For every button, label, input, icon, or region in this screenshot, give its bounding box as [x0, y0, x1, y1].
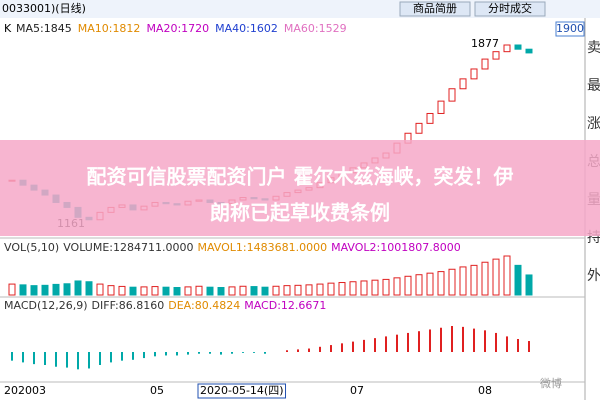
volume-bar: [382, 278, 390, 296]
volume-bar: [228, 286, 236, 296]
volume-bar: [415, 274, 423, 296]
volume-bar: [195, 285, 203, 296]
legend-item: MA20:1720: [146, 22, 209, 35]
candle: [481, 58, 489, 70]
volume-bar: [404, 275, 412, 296]
volume-bar: [118, 285, 126, 296]
price-box: [555, 21, 585, 37]
volume-bar: [184, 286, 192, 296]
volume-bar: [525, 274, 533, 296]
volume-bar: [206, 286, 214, 296]
legend-item: MA10:1812: [78, 22, 141, 35]
volume-bar: [162, 286, 170, 296]
volume-bar: [96, 283, 104, 296]
volume-bar: [140, 286, 148, 296]
volume-bar: [316, 283, 324, 296]
volume-bar: [371, 279, 379, 296]
volume-bar: [30, 285, 38, 296]
volume-bar: [481, 261, 489, 296]
vol-legend: MAVOL2:1001807.8000: [331, 241, 461, 254]
watermark: 微博: [540, 376, 562, 390]
volume-bar: [492, 258, 500, 296]
volume-bar: [151, 286, 159, 296]
volume-bar: [437, 271, 445, 296]
volume-bar: [360, 280, 368, 296]
volume-bar: [74, 280, 82, 296]
candle: [448, 88, 456, 102]
x-label: 2020-05-14(四): [200, 384, 284, 397]
side-label: 最: [587, 78, 600, 94]
volume-bar: [349, 281, 357, 296]
volume-bar: [272, 285, 280, 296]
vol-legend: MAVOL1:1483681.0000: [197, 241, 327, 254]
price-box-value: 1900: [556, 22, 584, 35]
banner: [0, 140, 600, 236]
volume-bar: [338, 282, 346, 296]
volume-bar: [217, 287, 225, 296]
legend-item: MA60:1529: [284, 22, 347, 35]
tab[interactable]: [399, 1, 471, 17]
volume-bar: [283, 285, 291, 296]
candle: [415, 122, 423, 134]
side-label: 外: [587, 268, 600, 284]
volume-bar: [514, 264, 522, 296]
vol-legend: VOLUME:1284711.0000: [63, 241, 193, 254]
volume-bar: [327, 282, 335, 296]
stock-code: 0033001)(日线): [2, 1, 86, 15]
candle: [514, 44, 522, 50]
tab-label[interactable]: 分时成交: [488, 1, 532, 15]
volume-bar: [393, 277, 401, 296]
volume-bar: [294, 284, 302, 296]
volume-bar: [426, 272, 434, 296]
vol-legend: VOL(5,10): [4, 241, 59, 254]
side-label: 卖: [587, 40, 600, 56]
volume-bar: [470, 264, 478, 296]
volume-bar: [41, 284, 49, 296]
ma-legend: K MA5:1845 MA10:1812 MA20:1720 MA40:1602 MA60…: [4, 22, 347, 35]
volume-bar: [448, 268, 456, 296]
volume-bar: [250, 286, 258, 296]
legend-label: K: [4, 22, 12, 35]
volume-bar: [239, 285, 247, 296]
volume-bar: [19, 284, 27, 296]
x-label: 05: [150, 384, 164, 397]
banner-text: 朗称已起草收费条例: [210, 201, 390, 225]
tab-label[interactable]: 商品简册: [413, 1, 457, 15]
legend-item: MA40:1602: [215, 22, 278, 35]
volume-bar: [129, 286, 137, 296]
macd-legend: MACD(12,26,9): [4, 299, 88, 312]
volume-bar: [503, 255, 511, 296]
high-marker: 1877: [471, 37, 499, 50]
volume-bar: [107, 285, 115, 296]
candle: [426, 112, 434, 124]
banner-text: 配资可信股票配资门户 霍尔木兹海峡，突发！伊: [87, 165, 514, 189]
volume-bar: [8, 283, 16, 296]
legend-item: MA5:1845: [16, 22, 72, 35]
candle: [437, 100, 445, 114]
side-label: 涨: [587, 116, 600, 132]
date-highlight: [197, 383, 287, 399]
candle: [470, 68, 478, 80]
macd-legend: DEA:80.4824: [168, 299, 240, 312]
x-label: 07: [350, 384, 364, 397]
candle: [503, 44, 511, 53]
x-label: 08: [478, 384, 492, 397]
volume-bar: [63, 283, 71, 296]
volume-bar: [459, 266, 467, 296]
x-label: 202003: [4, 384, 46, 397]
macd-legend: DIFF:86.8160: [92, 299, 165, 312]
candle: [492, 51, 500, 60]
volume-bar: [173, 287, 181, 296]
candle: [525, 48, 533, 54]
tab[interactable]: [474, 1, 546, 17]
volume-bar: [261, 286, 269, 296]
candle: [459, 78, 467, 90]
volume-bar: [52, 283, 60, 296]
volume-bar: [305, 284, 313, 296]
volume-bar: [85, 281, 93, 296]
macd-legend: MACD:12.6671: [244, 299, 326, 312]
